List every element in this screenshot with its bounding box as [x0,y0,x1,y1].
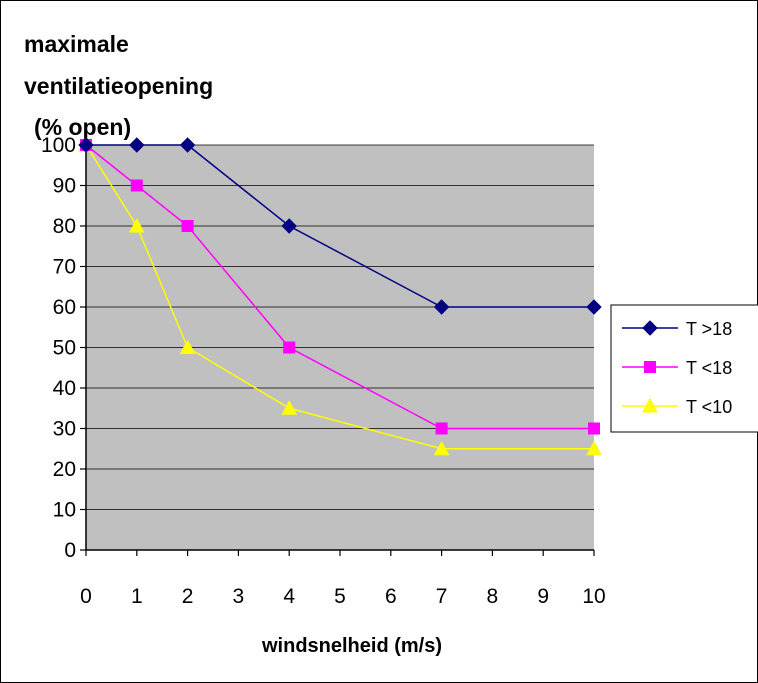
x-tick-label: 9 [537,585,549,608]
data-point [433,440,450,456]
tick-labels: 0 10 20 30 40 50 60 70 80 90 100 0 1 2 3 4 5 6 7 8 9 10 [41,134,606,608]
legend-box [610,304,758,433]
y-tick-label: 20 [53,458,76,481]
x-tick-label: 4 [283,585,295,608]
legend: T >18 T <18 T <10 [622,319,732,417]
series-1 [78,137,602,315]
y-tick-label: 60 [53,296,76,319]
data-point [435,422,448,435]
data-point [129,137,145,153]
legend-label: T <18 [686,358,732,378]
x-tick-label: 2 [182,585,194,608]
x-tick-label: 6 [385,585,397,608]
data-point [433,299,450,315]
x-tick-label: 5 [334,585,346,608]
x-tick-label: 8 [487,585,499,608]
series-line [86,144,594,308]
legend-marker [642,320,658,336]
grid-lines [86,144,594,510]
legend-item: T <18 [622,358,732,378]
data-point [588,422,600,435]
x-tick-label: 10 [582,585,605,608]
data-point [281,218,297,234]
axes [80,144,595,556]
y-tick-label: 40 [53,377,76,400]
data-point [179,137,196,153]
y-tick-label: 0 [64,539,76,562]
chart-title-line-2: ventilatieopening [24,73,213,99]
y-tick-label: 80 [53,215,76,238]
series-line [85,144,594,450]
data-point [586,299,602,315]
x-tick-label: 7 [436,585,448,608]
y-tick-label: 50 [53,337,76,360]
chart-title-line-1: maximale [24,31,129,57]
x-tick-label: 1 [131,585,143,608]
chart-title-line-3: (% open) [34,114,131,140]
data-point [128,217,145,233]
legend-marker [642,397,658,413]
y-tick-label: 30 [53,418,76,441]
legend-label: T <10 [686,397,732,417]
x-axis-label: windsnelheid (m/s) [261,635,442,657]
x-tick-label: 3 [233,585,245,608]
y-tick-label: 90 [53,175,76,198]
y-tick-label: 70 [53,256,76,279]
series-line [85,144,594,430]
data-point [281,400,298,415]
y-tick-label: 10 [53,499,76,522]
data-point [130,179,143,192]
legend-item: T <10 [622,397,732,417]
data-point [283,341,296,354]
series-layer [78,136,602,456]
data-point [181,220,194,232]
legend-item: T >18 [622,319,732,339]
legend-marker [644,361,656,373]
data-point [179,339,196,354]
y-tick-label: 100 [41,134,76,157]
data-point [586,440,602,456]
data-point [78,137,94,153]
legend-label: T >18 [686,319,732,339]
x-tick-label: 0 [80,585,92,608]
